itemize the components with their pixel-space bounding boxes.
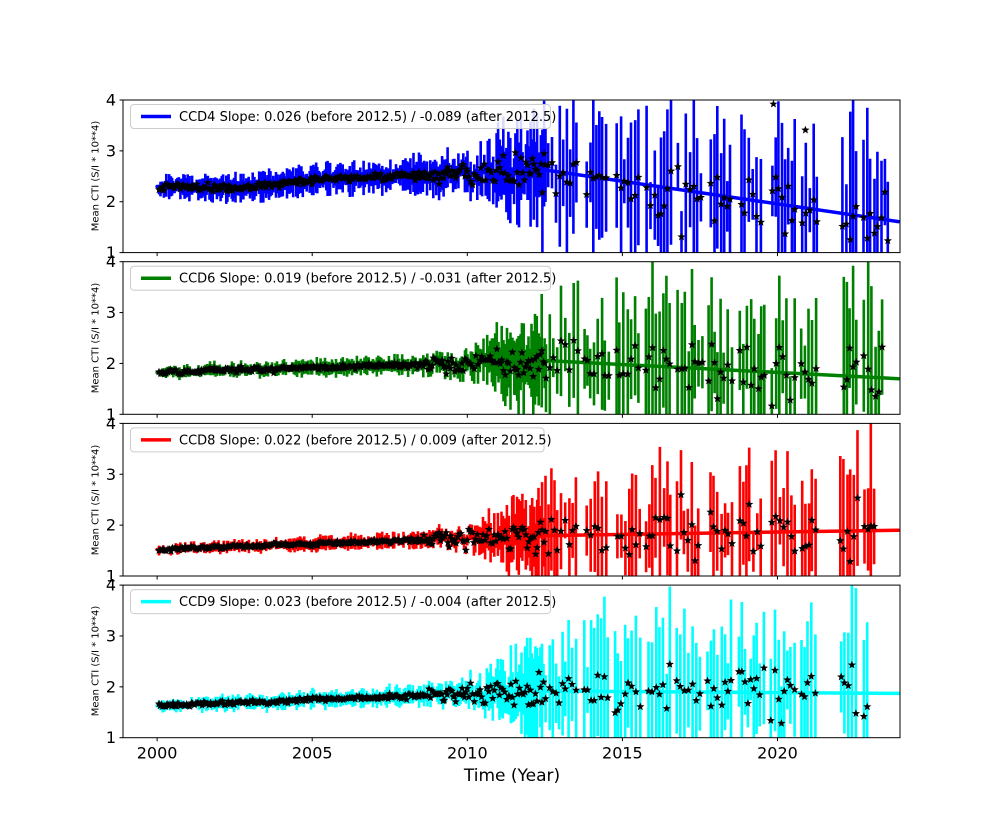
x-axis-label: Time (Year) xyxy=(463,766,561,786)
panel-data-area xyxy=(154,261,900,415)
y-axis-label-panel1: Mean CTI (S/I * 10**4) xyxy=(90,120,102,232)
legend-CCD9: CCD9 Slope: 0.023 (before 2012.5) / -0.0… xyxy=(130,589,556,615)
axes-frame xyxy=(122,261,901,415)
x-tick-label-2000: 2000 xyxy=(137,744,178,763)
y-tick-label-2: 2 xyxy=(106,677,116,696)
y-tick-label-3: 3 xyxy=(106,141,116,160)
panel-CCD8: 1 2 3 4 CCD8 Slope: 0.022 (before 2012.5) / … xyxy=(106,414,901,586)
y-tick-label-3: 3 xyxy=(106,303,116,322)
axes-frame xyxy=(122,99,901,254)
data-markers-CCD4 xyxy=(154,100,892,245)
y-tick-label-4: 4 xyxy=(106,252,116,271)
y-tick-label-3: 3 xyxy=(106,626,116,645)
panel-data-area xyxy=(154,423,900,576)
panel-CCD9: 1 2 3 4 2000 2005 2010 2015 2020 CCD9 Slope: 0.02… xyxy=(106,576,901,763)
y-axis-label-panel3: Mean CTI (S/I * 10**4) xyxy=(90,444,102,556)
y-axis-label-panel4: Mean CTI (S/I * 10**4) xyxy=(90,605,102,717)
legend-label: CCD9 Slope: 0.023 (before 2012.5) / -0.0… xyxy=(179,595,556,610)
panel-data-area xyxy=(154,100,900,253)
axes-frame xyxy=(122,584,901,739)
panel-CCD6: 1 2 3 4 CCD6 Slope: 0.019 (before 2012.5) / … xyxy=(106,252,901,424)
panel-data-area xyxy=(154,585,900,738)
y-tick-label-2: 2 xyxy=(106,516,116,535)
data-markers-CCD8 xyxy=(154,490,879,565)
x-tick-label-2010: 2010 xyxy=(447,744,488,763)
legend-box xyxy=(130,104,551,129)
panel-CCD4: 1 2 3 4 CCD4 Slope: 0.026 (before 2012.5) / … xyxy=(106,91,901,262)
y-axis-label-panel2: Mean CTI (S/I * 10**4) xyxy=(90,282,102,394)
legend-box xyxy=(130,427,545,453)
y-tick-label-4: 4 xyxy=(106,91,116,110)
x-tick-label-2015: 2015 xyxy=(602,744,643,763)
legend-CCD6: CCD6 Slope: 0.019 (before 2012.5) / -0.0… xyxy=(130,265,556,291)
y-tick-label-2: 2 xyxy=(106,192,116,211)
y-tick-label-1: 1 xyxy=(106,728,116,747)
y-tick-label-1: 1 xyxy=(106,405,116,424)
y-tick-label-2: 2 xyxy=(106,354,116,373)
legend-label: CCD4 Slope: 0.026 (before 2012.5) / -0.0… xyxy=(179,110,556,125)
legend-label: CCD8 Slope: 0.022 (before 2012.5) / 0.00… xyxy=(179,433,552,448)
y-tick-label-4: 4 xyxy=(106,576,116,595)
y-tick-label-1: 1 xyxy=(106,243,116,262)
x-tick-label-2005: 2005 xyxy=(292,744,333,763)
x-tick-label-2020: 2020 xyxy=(757,744,798,763)
y-tick-label-3: 3 xyxy=(106,465,116,484)
legend-label: CCD6 Slope: 0.019 (before 2012.5) / -0.0… xyxy=(179,272,556,287)
legend-CCD8: CCD8 Slope: 0.022 (before 2012.5) / 0.00… xyxy=(130,427,552,453)
y-tick-label-4: 4 xyxy=(106,414,116,433)
legend-box xyxy=(130,265,551,291)
axes-frame xyxy=(122,422,901,577)
legend-box xyxy=(130,589,551,615)
legend-CCD4: CCD4 Slope: 0.026 (before 2012.5) / -0.0… xyxy=(130,104,556,129)
y-tick-label-1: 1 xyxy=(106,567,116,586)
